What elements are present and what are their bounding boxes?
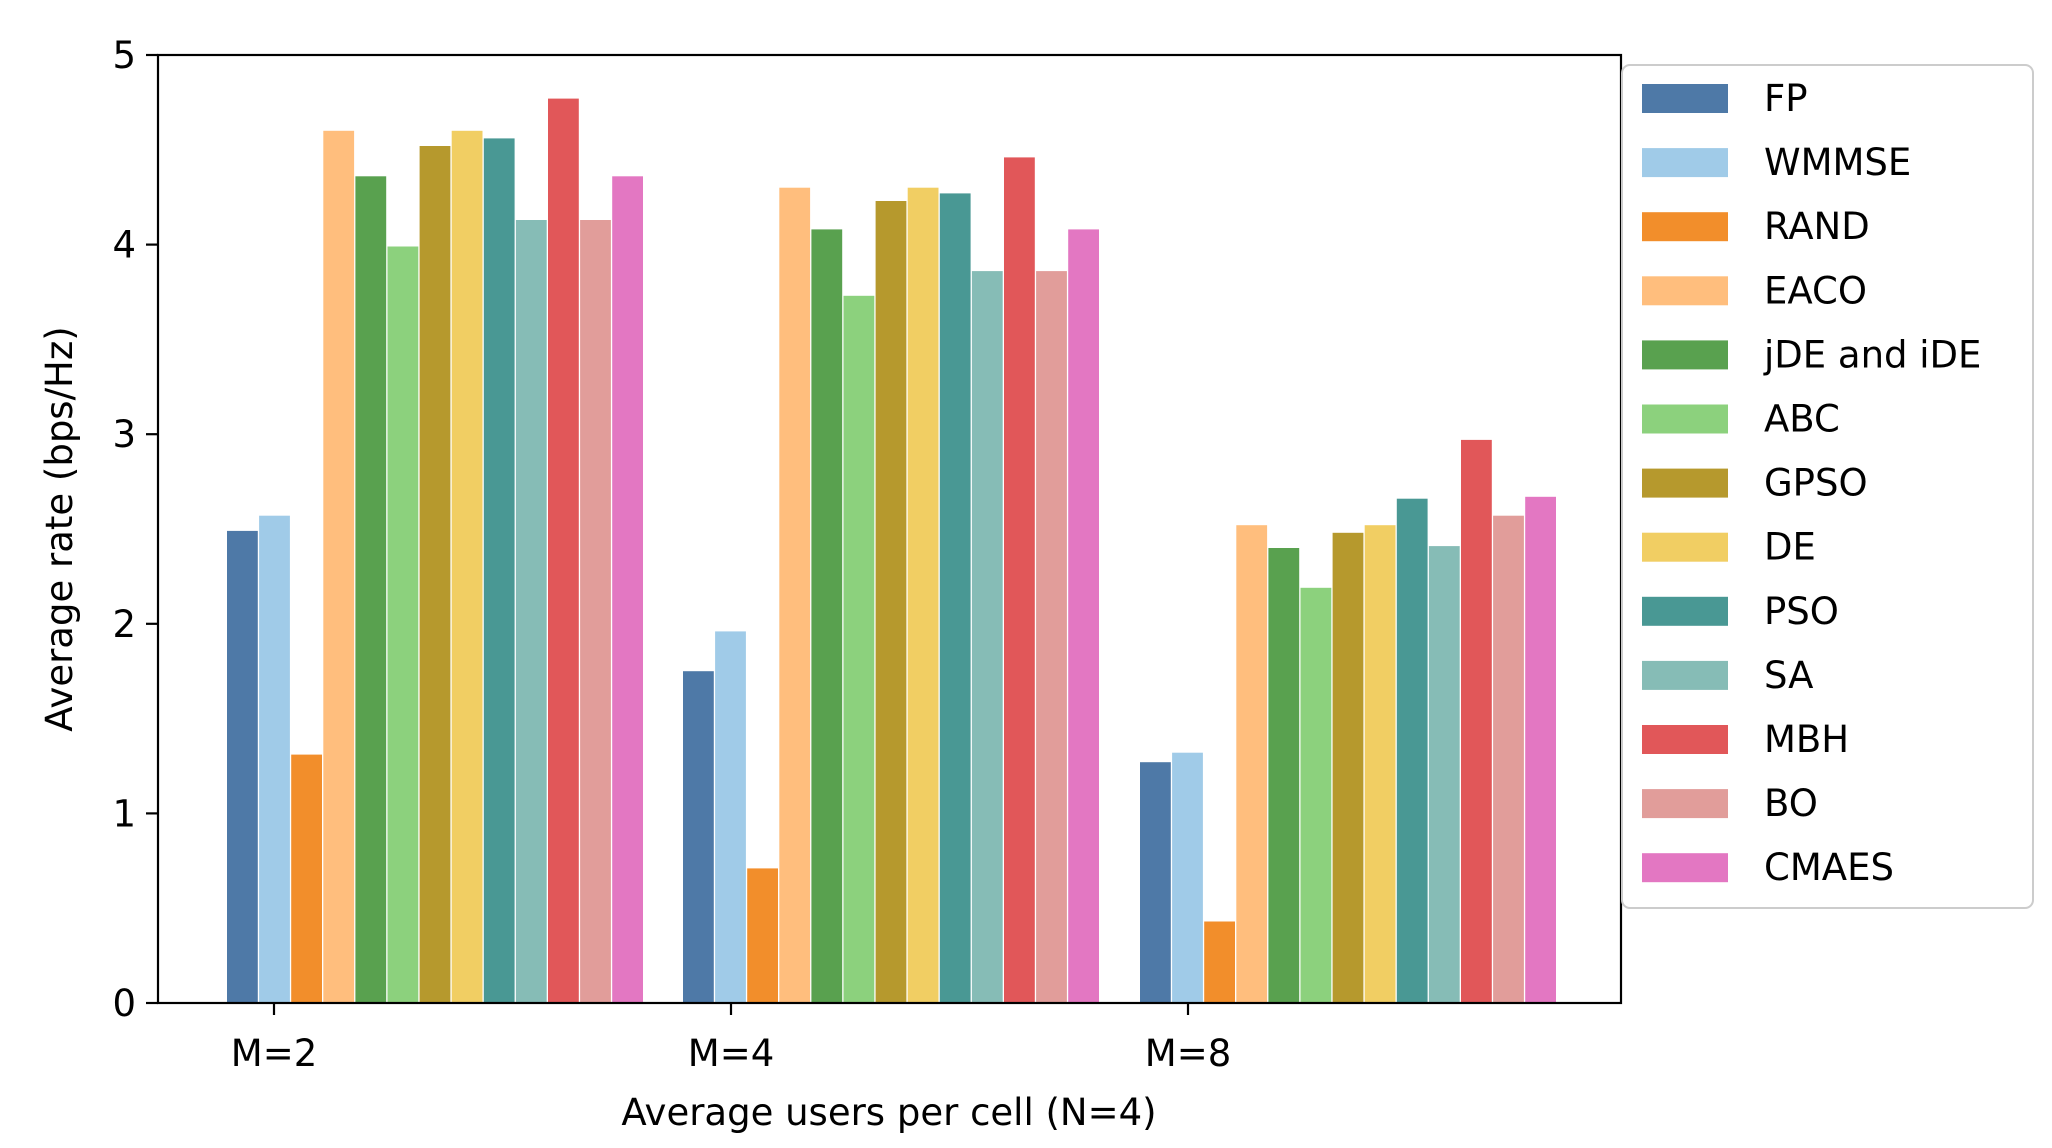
bar-sa-m8 (1428, 546, 1460, 1003)
bar-pso-m2 (483, 138, 515, 1003)
bar-eaco-m4 (779, 187, 811, 1003)
x-tick-label: M=2 (231, 1032, 317, 1075)
bar-wmmse-m8 (1172, 752, 1203, 1003)
bar-rand-m2 (291, 754, 322, 1003)
legend-label: BO (1764, 782, 1818, 825)
legend-swatch (1642, 789, 1728, 819)
legend-label: EACO (1764, 269, 1867, 312)
legend-swatch (1642, 468, 1728, 498)
bar-gpso-m2 (419, 146, 451, 1003)
bar-pso-m8 (1396, 498, 1428, 1003)
x-axis: M=2 M=4 M=8 (231, 1003, 1231, 1075)
x-tick-label: M=4 (688, 1032, 774, 1075)
bar-pso-m4 (939, 193, 971, 1003)
bar-eaco-m8 (1236, 525, 1268, 1003)
bar-mbh-m8 (1461, 439, 1492, 1003)
legend-label: FP (1764, 77, 1808, 120)
legend-swatch (1642, 148, 1728, 178)
bar-mbh-m4 (1004, 157, 1035, 1003)
bars-group (227, 98, 1556, 1004)
y-axis: 0 1 2 3 4 5 (112, 34, 158, 1025)
legend-swatch (1642, 404, 1728, 434)
legend-swatch (1642, 212, 1728, 242)
x-tick-label: M=8 (1145, 1032, 1231, 1075)
legend-swatch (1642, 596, 1728, 626)
bar-abc-m2 (387, 246, 419, 1003)
bar-de-m2 (451, 130, 483, 1004)
legend-swatch (1642, 340, 1728, 370)
bar-cmaes-m8 (1525, 496, 1556, 1003)
legend-label: ABC (1764, 398, 1840, 441)
bar-fp-m4 (683, 671, 714, 1003)
bar-fp-m2 (227, 530, 258, 1003)
legend-label: SA (1764, 654, 1813, 697)
legend-label: jDE and iDE (1763, 333, 1981, 376)
y-tick-label: 1 (112, 792, 136, 835)
legend-frame (1621, 64, 2034, 909)
legend-swatch (1642, 276, 1728, 306)
bar-jde-and-ide-m4 (811, 229, 843, 1003)
legend-swatch (1642, 84, 1728, 113)
bar-de-m8 (1364, 525, 1396, 1003)
legend-label: GPSO (1764, 462, 1868, 505)
y-tick-label: 5 (112, 34, 136, 77)
bar-abc-m8 (1300, 587, 1332, 1003)
bar-sa-m4 (971, 271, 1003, 1004)
bar-rand-m8 (1204, 921, 1235, 1003)
bar-rand-m4 (747, 868, 778, 1003)
bar-eaco-m2 (323, 130, 355, 1004)
x-axis-label: Average users per cell (N=4) (621, 1091, 1156, 1134)
bar-de-m4 (907, 187, 939, 1003)
legend-label: CMAES (1764, 846, 1894, 889)
legend-swatch (1642, 853, 1728, 883)
legend-label: RAND (1764, 205, 1870, 248)
bar-fp-m8 (1140, 762, 1171, 1003)
bar-abc-m4 (843, 295, 875, 1003)
legend: FP WMMSE RAND EACO jDE and iDE ABC GPSO DE PSO SA… (1621, 64, 2034, 909)
y-tick-label: 3 (112, 413, 136, 456)
y-tick-label: 4 (112, 224, 136, 267)
bar-sa-m2 (515, 220, 547, 1003)
bar-wmmse-m2 (259, 515, 290, 1003)
bar-jde-and-ide-m2 (355, 176, 387, 1004)
y-tick-label: 0 (112, 982, 136, 1025)
bar-gpso-m4 (875, 201, 907, 1003)
bar-cmaes-m2 (612, 176, 643, 1004)
bar-bo-m8 (1493, 515, 1524, 1003)
legend-label: MBH (1764, 718, 1849, 761)
legend-swatch (1642, 532, 1728, 562)
y-axis-label: Average rate (bps/Hz) (38, 326, 81, 731)
legend-label: WMMSE (1764, 141, 1911, 184)
y-tick-label: 2 (112, 603, 136, 646)
bar-wmmse-m4 (715, 631, 746, 1003)
bar-mbh-m2 (548, 98, 579, 1004)
legend-swatch (1642, 660, 1728, 690)
bar-bo-m4 (1036, 271, 1067, 1004)
bar-jde-and-ide-m8 (1268, 548, 1300, 1003)
legend-label: PSO (1764, 590, 1839, 633)
bar-bo-m2 (580, 220, 611, 1003)
bar-cmaes-m4 (1068, 229, 1099, 1003)
legend-swatch (1642, 725, 1728, 754)
bar-gpso-m8 (1332, 532, 1364, 1003)
legend-label: DE (1764, 526, 1816, 569)
